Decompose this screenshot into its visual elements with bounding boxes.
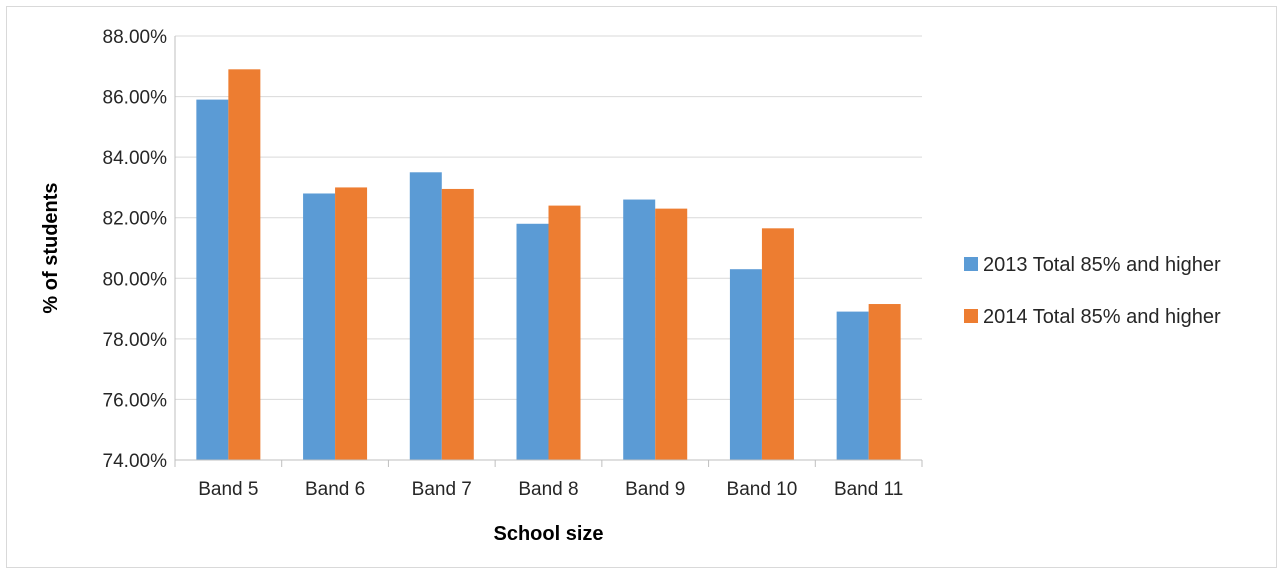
bar-series-2 bbox=[335, 187, 368, 460]
bar-series-2 bbox=[548, 205, 581, 460]
axes bbox=[174, 36, 923, 467]
bars bbox=[196, 69, 901, 461]
legend-swatch bbox=[964, 257, 978, 271]
x-tick-label: Band 8 bbox=[518, 479, 578, 500]
chart-frame: 74.00% 76.00% 78.00% 80.00% 82.00% 84.00% 86.0… bbox=[6, 6, 1277, 568]
x-tick-label: Band 6 bbox=[305, 479, 365, 500]
y-tick-label: 74.00% bbox=[103, 451, 168, 472]
y-tick-label: 84.00% bbox=[103, 148, 168, 169]
y-tick-label: 76.00% bbox=[103, 390, 168, 411]
y-tick-label: 78.00% bbox=[103, 330, 168, 351]
y-tick-label: 86.00% bbox=[103, 88, 168, 109]
bar-series-1 bbox=[729, 269, 762, 460]
x-axis-title: School size bbox=[493, 523, 603, 545]
y-tick-label: 82.00% bbox=[103, 209, 168, 230]
bar-chart: 74.00% 76.00% 78.00% 80.00% 82.00% 84.00% 86.0… bbox=[40, 27, 1221, 545]
bar-series-1 bbox=[623, 199, 656, 461]
bar-series-2 bbox=[868, 304, 901, 460]
x-tick-labels: Band 5 Band 6 Band 7 Band 8 Band 9 Band 10 Ban… bbox=[198, 479, 903, 500]
bar-series-1 bbox=[196, 99, 229, 460]
legend-label: 2014 Total 85% and higher bbox=[983, 306, 1221, 328]
y-tick-labels: 74.00% 76.00% 78.00% 80.00% 82.00% 84.00% 86.0… bbox=[103, 27, 168, 472]
legend-label: 2013 Total 85% and higher bbox=[983, 254, 1221, 276]
y-tick-label: 88.00% bbox=[103, 27, 168, 48]
bar-series-2 bbox=[228, 69, 261, 461]
legend: 2013 Total 85% and higher 2014 Total 85% … bbox=[964, 254, 1221, 328]
legend-swatch bbox=[964, 309, 978, 323]
x-tick-label: Band 11 bbox=[834, 479, 903, 500]
bar-series-1 bbox=[303, 193, 336, 460]
x-tick-label: Band 7 bbox=[412, 479, 472, 500]
x-tick-label: Band 5 bbox=[198, 479, 258, 500]
x-tick-label: Band 9 bbox=[625, 479, 685, 500]
bar-series-2 bbox=[441, 188, 474, 460]
bar-series-2 bbox=[655, 208, 688, 460]
bar-series-1 bbox=[516, 223, 549, 460]
bar-series-1 bbox=[836, 311, 869, 460]
y-tick-label: 80.00% bbox=[103, 269, 168, 290]
bar-series-1 bbox=[409, 172, 442, 461]
bar-series-2 bbox=[761, 228, 794, 460]
y-axis-title: % of students bbox=[40, 182, 62, 313]
x-tick-label: Band 10 bbox=[727, 479, 798, 500]
